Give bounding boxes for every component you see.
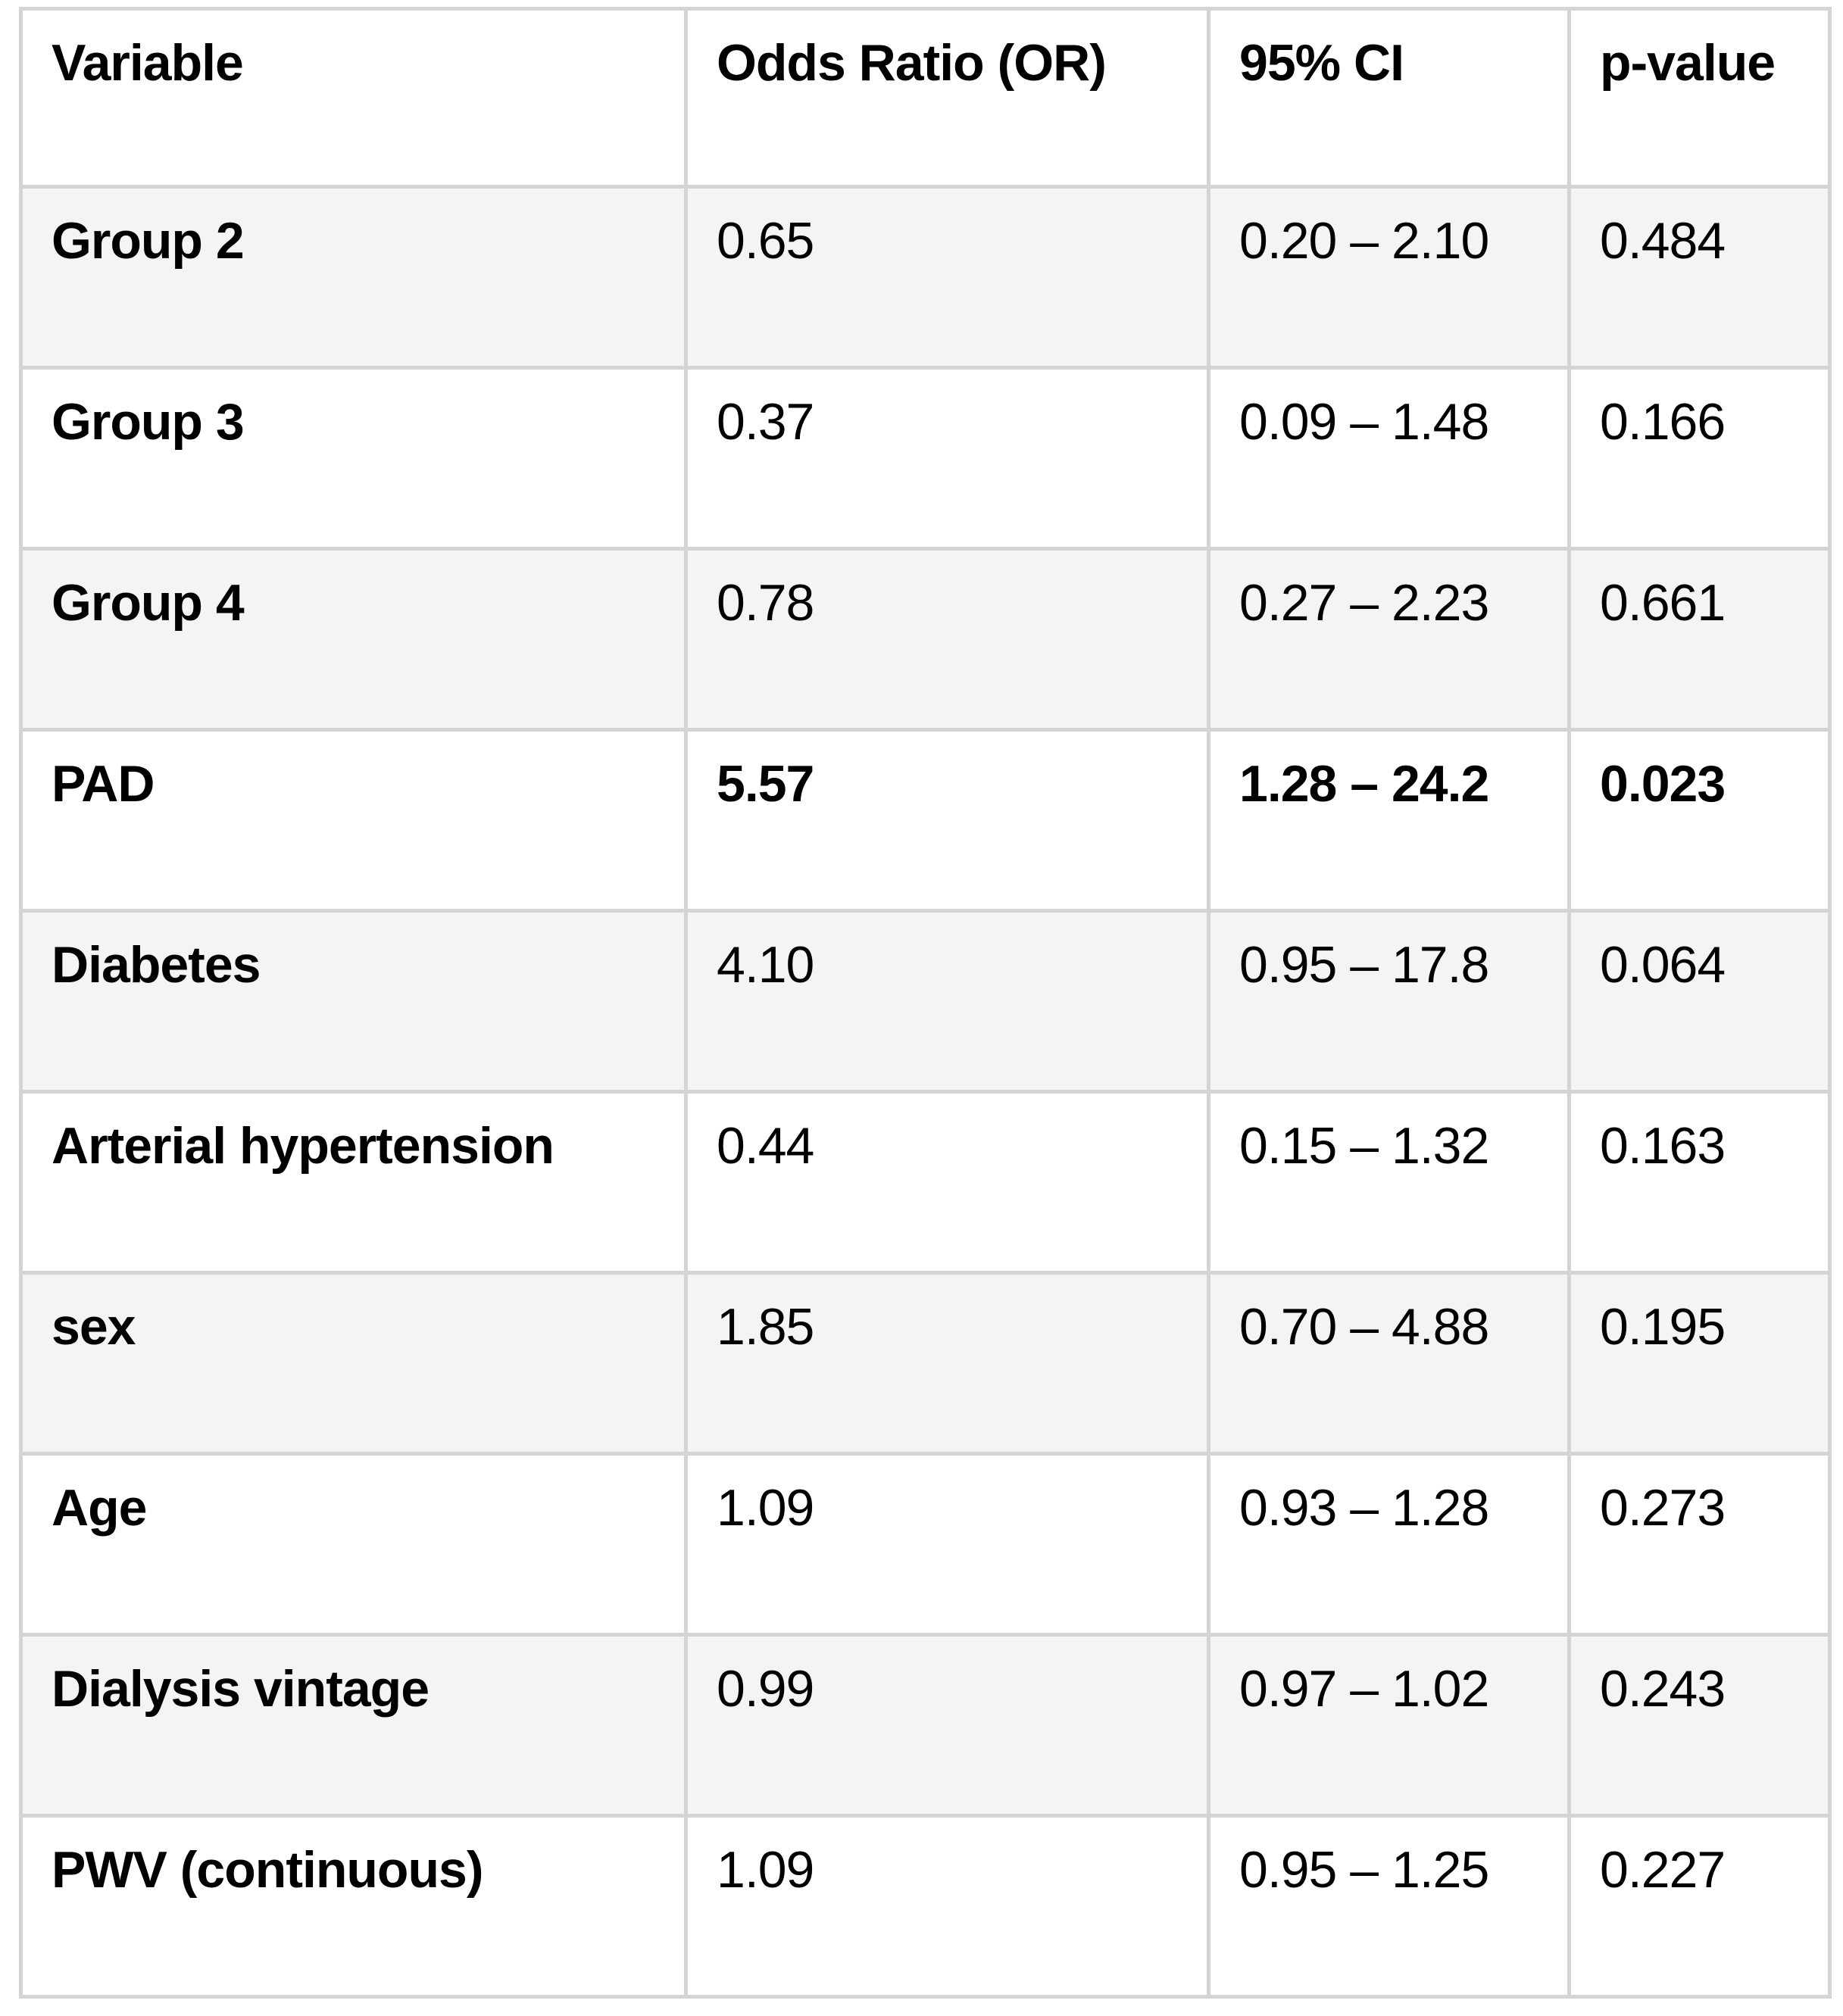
cell-odds-ratio: 0.99: [684, 1633, 1210, 1818]
cell-variable: Group 3: [19, 366, 688, 551]
cell-p-value: 0.243: [1567, 1633, 1832, 1818]
cell-odds-ratio: 5.57: [684, 728, 1210, 913]
cell-ci: 0.97 – 1.02: [1207, 1633, 1571, 1818]
table-row-group-4: Group 4 0.78 0.27 – 2.23 0.661: [19, 547, 1832, 732]
cell-variable: PAD: [19, 728, 688, 913]
cell-odds-ratio: 4.10: [684, 909, 1210, 1094]
table-row-pwv-continuous: PWV (continuous) 1.09 0.95 – 1.25 0.227: [19, 1814, 1832, 1999]
table-row-arterial-hypertension: Arterial hypertension 0.44 0.15 – 1.32 0…: [19, 1090, 1832, 1275]
cell-p-value: 0.661: [1567, 547, 1832, 732]
column-header-odds-ratio: Odds Ratio (OR): [684, 7, 1210, 189]
cell-odds-ratio: 0.78: [684, 547, 1210, 732]
table-row-group-2: Group 2 0.65 0.20 – 2.10 0.484: [19, 185, 1832, 370]
table-row-pad: PAD 5.57 1.28 – 24.2 0.023: [19, 728, 1832, 913]
column-header-95-ci: 95% CI: [1207, 7, 1571, 189]
table-row-diabetes: Diabetes 4.10 0.95 – 17.8 0.064: [19, 909, 1832, 1094]
cell-ci: 0.27 – 2.23: [1207, 547, 1571, 732]
cell-p-value: 0.163: [1567, 1090, 1832, 1275]
cell-variable: Dialysis vintage: [19, 1633, 688, 1818]
table-row-sex: sex 1.85 0.70 – 4.88 0.195: [19, 1271, 1832, 1456]
table-row-group-3: Group 3 0.37 0.09 – 1.48 0.166: [19, 366, 1832, 551]
cell-p-value: 0.166: [1567, 366, 1832, 551]
cell-ci: 0.70 – 4.88: [1207, 1271, 1571, 1456]
cell-p-value: 0.227: [1567, 1814, 1832, 1999]
cell-odds-ratio: 0.65: [684, 185, 1210, 370]
table-row-age: Age 1.09 0.93 – 1.28 0.273: [19, 1452, 1832, 1637]
cell-p-value: 0.484: [1567, 185, 1832, 370]
column-header-p-value: p-value: [1567, 7, 1832, 189]
column-header-variable: Variable: [19, 7, 688, 189]
cell-variable: Age: [19, 1452, 688, 1637]
cell-p-value: 0.195: [1567, 1271, 1832, 1456]
cell-odds-ratio: 1.09: [684, 1452, 1210, 1637]
cell-ci: 0.95 – 17.8: [1207, 909, 1571, 1094]
cell-variable: Diabetes: [19, 909, 688, 1094]
cell-ci: 0.09 – 1.48: [1207, 366, 1571, 551]
cell-ci: 0.95 – 1.25: [1207, 1814, 1571, 1999]
cell-p-value: 0.273: [1567, 1452, 1832, 1637]
cell-p-value: 0.064: [1567, 909, 1832, 1094]
odds-ratio-results-table: Variable Odds Ratio (OR) 95% CI p-value …: [19, 7, 1832, 1999]
cell-odds-ratio: 0.37: [684, 366, 1210, 551]
cell-variable: Arterial hypertension: [19, 1090, 688, 1275]
cell-odds-ratio: 1.09: [684, 1814, 1210, 1999]
cell-ci: 1.28 – 24.2: [1207, 728, 1571, 913]
cell-odds-ratio: 0.44: [684, 1090, 1210, 1275]
cell-p-value: 0.023: [1567, 728, 1832, 913]
cell-odds-ratio: 1.85: [684, 1271, 1210, 1456]
table-header-row: Variable Odds Ratio (OR) 95% CI p-value: [19, 7, 1832, 189]
cell-variable: Group 2: [19, 185, 688, 370]
cell-ci: 0.15 – 1.32: [1207, 1090, 1571, 1275]
cell-ci: 0.93 – 1.28: [1207, 1452, 1571, 1637]
cell-variable: PWV (continuous): [19, 1814, 688, 1999]
table-row-dialysis-vintage: Dialysis vintage 0.99 0.97 – 1.02 0.243: [19, 1633, 1832, 1818]
cell-ci: 0.20 – 2.10: [1207, 185, 1571, 370]
cell-variable: sex: [19, 1271, 688, 1456]
cell-variable: Group 4: [19, 547, 688, 732]
